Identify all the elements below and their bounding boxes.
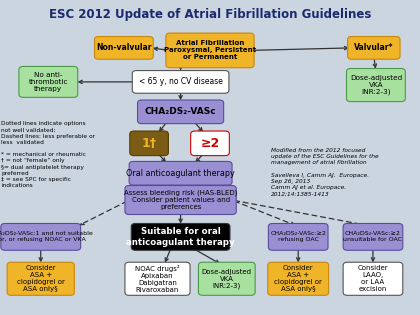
FancyBboxPatch shape — [130, 131, 168, 156]
FancyBboxPatch shape — [94, 37, 153, 59]
FancyBboxPatch shape — [129, 161, 232, 185]
FancyBboxPatch shape — [343, 224, 403, 250]
Text: Dose-adjusted
VKA
INR:2-3): Dose-adjusted VKA INR:2-3) — [202, 268, 252, 289]
FancyBboxPatch shape — [132, 71, 229, 93]
Text: CHA₂DS₂-VASc:≥2
refusing OAC: CHA₂DS₂-VASc:≥2 refusing OAC — [270, 232, 326, 242]
Text: Dose-adjusted
VKA
INR:2-3): Dose-adjusted VKA INR:2-3) — [350, 75, 402, 95]
Text: ESC 2012 Update of Atrial Fibrillation Guidelines: ESC 2012 Update of Atrial Fibrillation G… — [49, 8, 371, 21]
FancyBboxPatch shape — [131, 224, 230, 250]
Text: Assess bleeding risk (HAS-BLED)
Consider patient values and
preferences: Assess bleeding risk (HAS-BLED) Consider… — [124, 190, 237, 210]
FancyBboxPatch shape — [343, 262, 403, 295]
Text: CHA₂DS₂-VASc:≥2
unsuitable for OAC: CHA₂DS₂-VASc:≥2 unsuitable for OAC — [344, 232, 402, 242]
FancyBboxPatch shape — [268, 262, 328, 295]
Text: Consider
LAAO,
or LAA
excision: Consider LAAO, or LAA excision — [358, 265, 388, 292]
Text: No anti-
thrombotic
therapy: No anti- thrombotic therapy — [29, 72, 68, 92]
Text: CHA₂DS₂-VASc: CHA₂DS₂-VASc — [145, 107, 216, 116]
Text: NOAC drugs²
Apixaban
Dabigatran
Rivaroxaban: NOAC drugs² Apixaban Dabigatran Rivaroxa… — [135, 265, 180, 293]
FancyBboxPatch shape — [348, 37, 400, 59]
Text: CHA₂DS₂-VASc:1 and not suitable
for, or refusing NOAC or VKA: CHA₂DS₂-VASc:1 and not suitable for, or … — [0, 232, 93, 242]
Text: Valvular*: Valvular* — [354, 43, 394, 52]
Text: Consider
ASA +
clopidogrel or
ASA only§: Consider ASA + clopidogrel or ASA only§ — [274, 265, 322, 292]
FancyBboxPatch shape — [19, 66, 78, 97]
Text: 1†: 1† — [142, 137, 157, 150]
FancyBboxPatch shape — [1, 224, 81, 250]
FancyBboxPatch shape — [125, 186, 236, 215]
Text: Modified from the 2012 focused
update of the ESC Guidelines for the
management o: Modified from the 2012 focused update of… — [271, 148, 378, 197]
FancyBboxPatch shape — [125, 262, 190, 295]
Text: Suitable for oral
anticoagulant therapy: Suitable for oral anticoagulant therapy — [126, 227, 235, 247]
Text: Atrial Fibrillation
Paroxysmal, Persistent
or Permanent: Atrial Fibrillation Paroxysmal, Persiste… — [164, 40, 256, 60]
Text: Non-valvular: Non-valvular — [96, 43, 152, 52]
FancyBboxPatch shape — [346, 69, 405, 101]
Text: Dotted lines indicate options
not well validated;
Dashed lines: less preferable : Dotted lines indicate options not well v… — [1, 121, 95, 188]
Text: < 65 y, no CV disease: < 65 y, no CV disease — [139, 77, 223, 86]
FancyBboxPatch shape — [199, 262, 255, 295]
FancyBboxPatch shape — [7, 262, 74, 295]
Text: Oral anticoagulant therapy: Oral anticoagulant therapy — [126, 169, 235, 178]
FancyBboxPatch shape — [191, 131, 229, 156]
Text: Consider
ASA +
clopidogrel or
ASA only§: Consider ASA + clopidogrel or ASA only§ — [17, 265, 65, 292]
FancyBboxPatch shape — [166, 33, 254, 68]
FancyBboxPatch shape — [268, 224, 328, 250]
FancyBboxPatch shape — [138, 100, 223, 123]
Text: ≥2: ≥2 — [200, 137, 220, 150]
